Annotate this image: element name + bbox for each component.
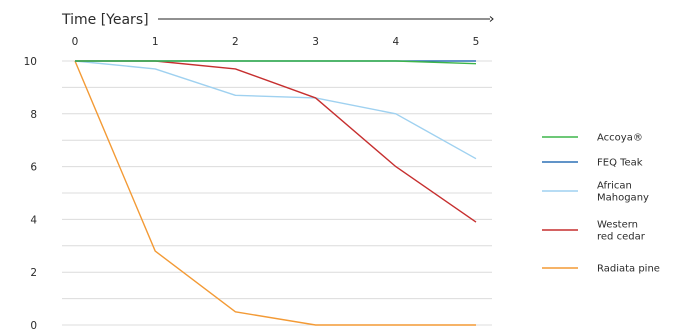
legend-label: Accoya® bbox=[597, 133, 643, 144]
series-line-radiata-pine bbox=[74, 60, 476, 326]
x-tick-label: 0 bbox=[72, 36, 79, 48]
legend-label: Radiata pine bbox=[597, 264, 660, 275]
time-axis: Time [Years] bbox=[61, 12, 494, 28]
series-lines bbox=[74, 60, 477, 326]
grid bbox=[62, 60, 492, 326]
x-tick-label: 1 bbox=[152, 36, 159, 48]
time-axis-title: Time [Years] bbox=[61, 12, 149, 28]
y-tick-label: 8 bbox=[30, 109, 37, 121]
y-tick-label: 2 bbox=[30, 267, 37, 279]
legend: Accoya® FEQ Teak African Mahogany Western red… bbox=[542, 133, 660, 275]
x-tick-label: 2 bbox=[232, 36, 239, 48]
x-tick-label: 4 bbox=[392, 36, 399, 48]
series-line-western-red-cedar bbox=[75, 60, 477, 223]
y-tick-label: 4 bbox=[30, 214, 37, 226]
y-tick-label: 10 bbox=[24, 56, 37, 68]
series-line-african-mahogany bbox=[74, 60, 477, 160]
x-tick-label: 5 bbox=[473, 36, 480, 48]
legend-label: Western red cedar bbox=[597, 220, 646, 243]
legend-label: African Mahogany bbox=[597, 181, 649, 204]
arrowhead-icon bbox=[489, 16, 494, 22]
x-tick-label: 3 bbox=[312, 36, 319, 48]
y-tick-label: 0 bbox=[30, 320, 37, 331]
x-ticks: 0 1 2 3 4 5 bbox=[72, 36, 480, 48]
y-tick-label: 6 bbox=[30, 162, 37, 174]
series-line-accoya bbox=[75, 60, 477, 65]
legend-label: FEQ Teak bbox=[597, 158, 643, 169]
y-ticks: 0 2 4 6 8 10 bbox=[24, 56, 38, 332]
